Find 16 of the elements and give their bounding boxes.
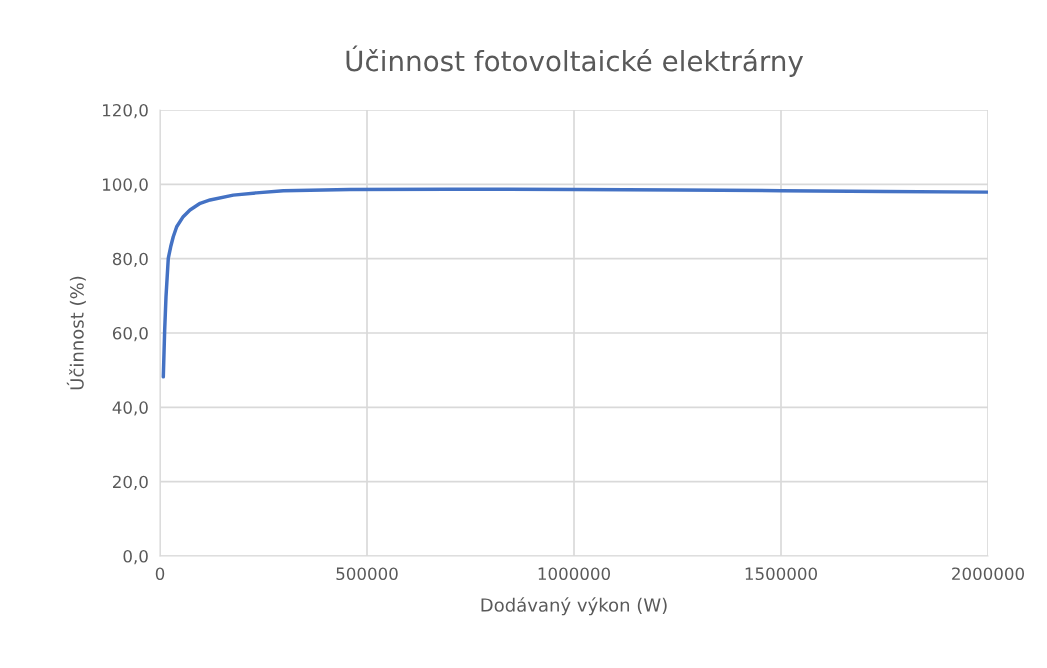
y-tick-label: 40,0	[112, 401, 148, 416]
x-tick-label: 2000000	[952, 567, 1025, 581]
y-tick-label: 120,0	[103, 103, 148, 119]
x-tick-label: 1000000	[538, 567, 611, 581]
x-axis-title: Dodávaný výkon (W)	[481, 597, 667, 616]
y-tick-label: 60,0	[112, 326, 148, 342]
line-series	[161, 187, 988, 379]
y-tick-label: 100,0	[103, 178, 148, 193]
y-tick-label: 20,0	[113, 475, 148, 490]
y-axis-title: Účinnost (%)	[66, 276, 86, 390]
x-tick-label: 1500000	[745, 567, 818, 581]
chart-title: Účinnost fotovoltaické elektrárny	[346, 45, 804, 77]
x-tick-label: 500000	[336, 567, 398, 581]
x-tick-label: 0	[155, 567, 165, 581]
y-tick-label: 80,0	[112, 252, 148, 267]
y-tick-label: 0,0	[123, 549, 148, 565]
